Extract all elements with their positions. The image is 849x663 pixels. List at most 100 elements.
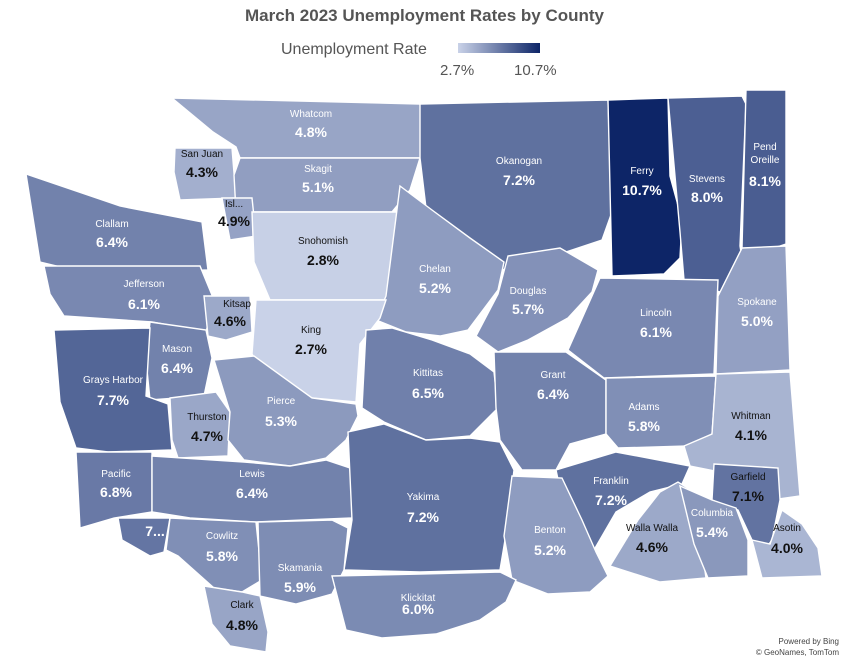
county-rate-adams: 5.8% bbox=[628, 418, 660, 434]
county-rate-ferry: 10.7% bbox=[622, 182, 662, 198]
county-name-king: King bbox=[301, 325, 321, 336]
county-shape-douglas bbox=[475, 247, 599, 353]
county-rate-king: 2.7% bbox=[295, 341, 327, 357]
credit-powered-by: Powered by Bing bbox=[778, 637, 839, 646]
county-spokane: Spokane 5.0% bbox=[715, 245, 791, 375]
county-rate-asotin: 4.0% bbox=[771, 540, 803, 556]
county-shape-klickitat bbox=[331, 571, 517, 639]
county-rate-pacific: 6.8% bbox=[100, 484, 132, 500]
county-kitsap: Kitsap 4.6% bbox=[203, 295, 253, 341]
county-name-whitman: Whitman bbox=[731, 411, 770, 422]
county-name-thurston: Thurston bbox=[187, 412, 226, 423]
county-rate-kitsap: 4.6% bbox=[214, 313, 246, 329]
county-name-kitsap: Kitsap bbox=[223, 299, 251, 310]
county-name-san-juan: San Juan bbox=[181, 149, 223, 160]
county-name-okanogan: Okanogan bbox=[496, 156, 542, 167]
county-skagit: Skagit 5.1% bbox=[233, 157, 421, 213]
legend-min-label: 2.7% bbox=[440, 62, 475, 79]
county-grant: Grant 6.4% bbox=[493, 351, 607, 471]
county-rate-columbia: 5.4% bbox=[696, 524, 728, 540]
county-rate-jefferson: 6.1% bbox=[128, 296, 160, 312]
county-name-lincoln: Lincoln bbox=[640, 308, 672, 319]
county-snohomish: Snohomish 2.8% bbox=[251, 211, 407, 301]
county-name-grant: Grant bbox=[540, 370, 565, 381]
county-shape-clallam bbox=[25, 172, 209, 275]
county-name-pierce: Pierce bbox=[267, 396, 296, 407]
county-shape-columbia bbox=[678, 484, 749, 579]
county-name-grays-harbor: Grays Harbor bbox=[83, 375, 144, 386]
county-rate-benton: 5.2% bbox=[534, 542, 566, 558]
county-name-adams: Adams bbox=[628, 402, 659, 413]
county-shape-walla-walla bbox=[608, 481, 707, 583]
county-mason: Mason 6.4% bbox=[145, 321, 213, 401]
county-rate-clark: 4.8% bbox=[226, 617, 258, 633]
county-rate-lincoln: 6.1% bbox=[640, 324, 672, 340]
county-name-klickitat: Klickitat bbox=[401, 593, 436, 604]
county-rate-walla-walla: 4.6% bbox=[636, 539, 668, 555]
county-name-spokane: Spokane bbox=[737, 297, 777, 308]
county-thurston: Thurston 4.7% bbox=[169, 391, 231, 459]
county-rate-clallam: 6.4% bbox=[96, 234, 128, 250]
county-rate-wahkiakum: 7... bbox=[145, 523, 164, 539]
county-rate-whatcom: 4.8% bbox=[295, 124, 327, 140]
credit-geonames: © GeoNames, TomTom bbox=[755, 648, 839, 657]
county-walla-walla: Walla Walla 4.6% bbox=[608, 481, 707, 583]
county-king: King 2.7% bbox=[251, 299, 387, 403]
county-shape-adams bbox=[605, 375, 717, 449]
county-pacific: Pacific 6.8% bbox=[75, 451, 153, 529]
county-name-pacific: Pacific bbox=[101, 469, 130, 480]
county-name-benton: Benton bbox=[534, 525, 566, 536]
county-name-walla-walla: Walla Walla bbox=[626, 523, 678, 534]
county-name-columbia: Columbia bbox=[691, 508, 734, 519]
county-rate-pierce: 5.3% bbox=[265, 413, 297, 429]
county-clallam: Clallam 6.4% bbox=[25, 172, 209, 275]
county-lincoln: Lincoln 6.1% bbox=[567, 277, 719, 379]
legend-color-scale bbox=[458, 43, 540, 53]
county-rate-garfield: 7.1% bbox=[732, 488, 764, 504]
county-rate-stevens: 8.0% bbox=[691, 189, 723, 205]
county-pierce: Pierce 5.3% bbox=[213, 355, 359, 467]
county-asotin: Asotin 4.0% bbox=[751, 508, 823, 579]
map-title: March 2023 Unemployment Rates by County bbox=[245, 6, 604, 25]
county-shape-asotin bbox=[751, 508, 823, 579]
county-rate-spokane: 5.0% bbox=[741, 313, 773, 329]
county-shape-san-juan bbox=[173, 147, 237, 201]
county-cowlitz: Cowlitz 5.8% bbox=[165, 517, 263, 593]
county-name-mason: Mason bbox=[162, 344, 192, 355]
county-stevens: Stevens 8.0% bbox=[667, 95, 747, 293]
county-shape-grays-harbor bbox=[53, 327, 173, 453]
county-benton: Benton 5.2% bbox=[503, 475, 609, 595]
county-shape-pend-oreille bbox=[741, 89, 787, 253]
county-adams: Adams 5.8% bbox=[605, 375, 717, 449]
county-name-asotin: Asotin bbox=[773, 523, 801, 534]
county-shape-kitsap bbox=[203, 295, 253, 341]
county-island: Isl... 4.9% bbox=[218, 197, 257, 241]
legend-title: Unemployment Rate bbox=[281, 41, 427, 58]
county-shape-lincoln bbox=[567, 277, 719, 379]
county-rate-pend-oreille: 8.1% bbox=[749, 173, 781, 189]
legend-max-label: 10.7% bbox=[514, 62, 557, 79]
county-wahkiakum: 7... bbox=[117, 517, 171, 557]
county-skamania: Skamania 5.9% bbox=[257, 519, 349, 605]
county-rate-kittitas: 6.5% bbox=[412, 385, 444, 401]
county-shape-pierce bbox=[213, 355, 359, 467]
county-name-pend-oreille: Oreille bbox=[751, 155, 780, 166]
county-shape-grant bbox=[493, 351, 607, 471]
county-name-cowlitz: Cowlitz bbox=[206, 531, 238, 542]
county-rate-grays-harbor: 7.7% bbox=[97, 392, 129, 408]
county-shape-thurston bbox=[169, 391, 231, 459]
county-shape-benton bbox=[503, 475, 609, 595]
county-rate-skagit: 5.1% bbox=[302, 179, 334, 195]
county-rate-snohomish: 2.8% bbox=[307, 252, 339, 268]
county-shape-kittitas bbox=[361, 327, 499, 441]
county-name-yakima: Yakima bbox=[407, 492, 440, 503]
county-clark: Clark 4.8% bbox=[203, 585, 269, 653]
county-name-clark: Clark bbox=[230, 600, 254, 611]
county-rate-klickitat: 6.0% bbox=[402, 601, 434, 617]
county-lewis: Lewis 6.4% bbox=[151, 455, 357, 523]
county-rate-okanogan: 7.2% bbox=[503, 172, 535, 188]
county-rate-chelan: 5.2% bbox=[419, 280, 451, 296]
county-name-kittitas: Kittitas bbox=[413, 368, 443, 379]
county-rate-whitman: 4.1% bbox=[735, 427, 767, 443]
